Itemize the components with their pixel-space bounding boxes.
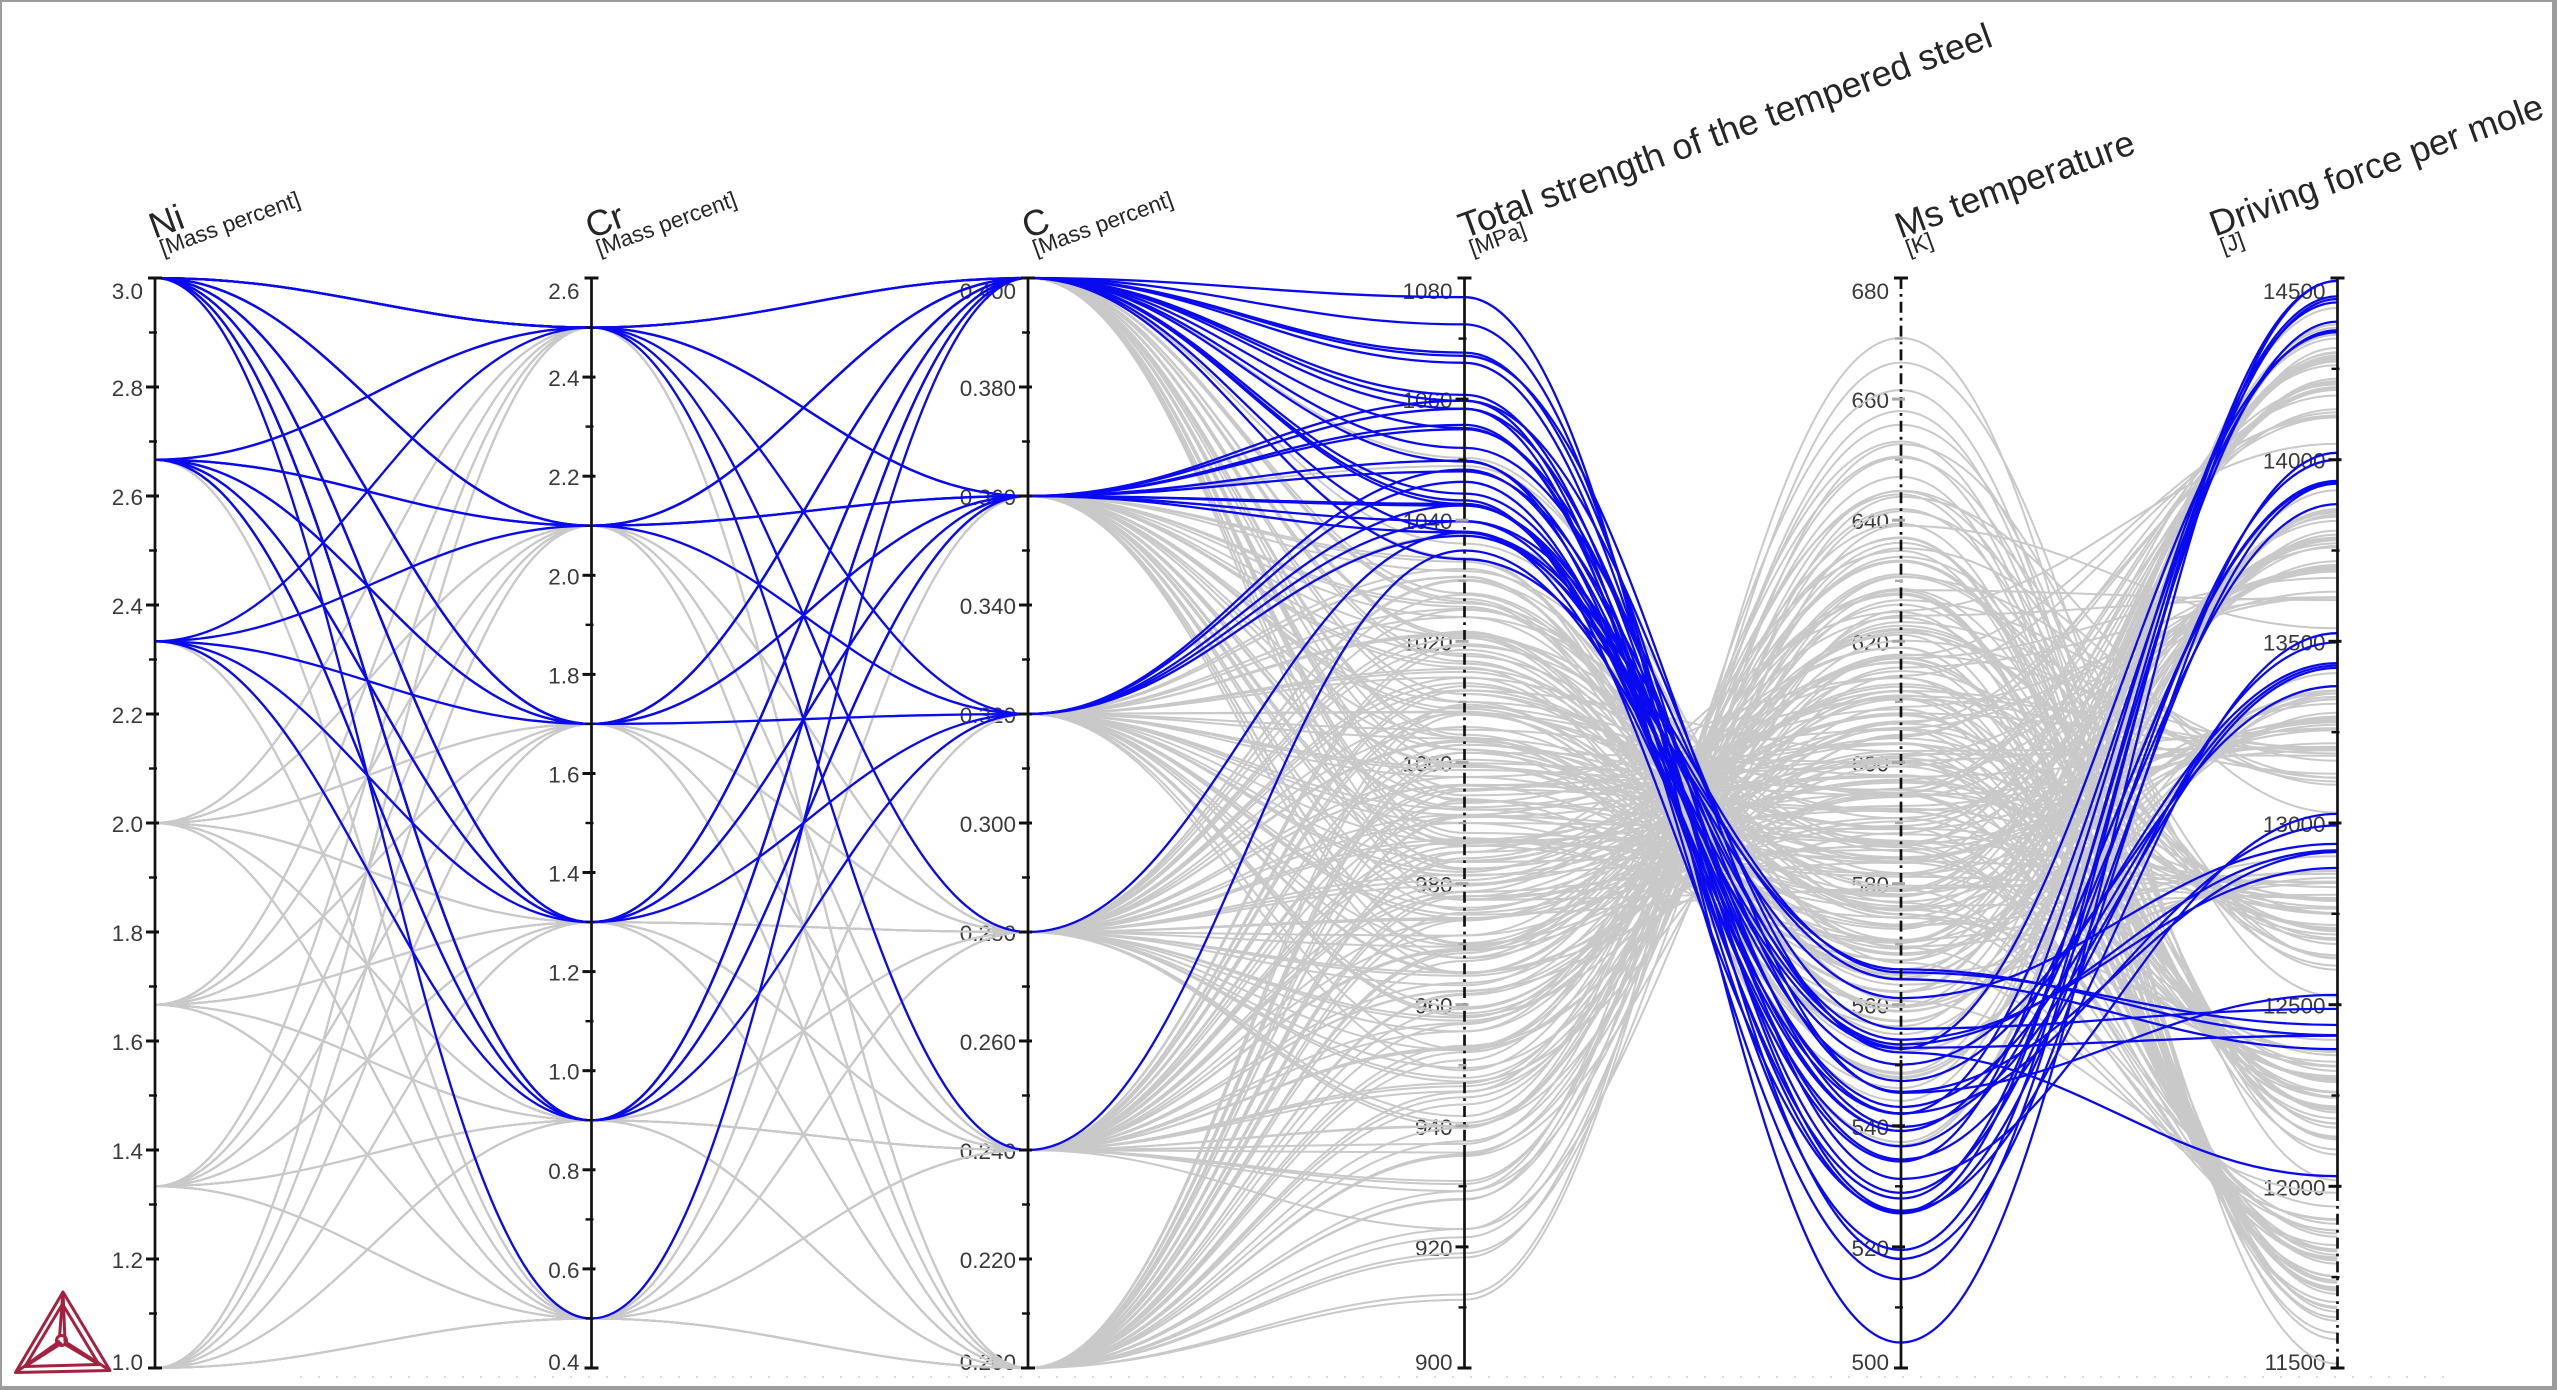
svg-text:1.2: 1.2 (112, 1248, 143, 1273)
svg-text:680: 680 (1851, 279, 1889, 304)
svg-text:0.6: 0.6 (548, 1258, 579, 1283)
svg-text:1.4: 1.4 (548, 862, 579, 887)
svg-text:1.6: 1.6 (548, 763, 579, 788)
svg-text:2.8: 2.8 (112, 376, 143, 401)
svg-text:0.300: 0.300 (960, 812, 1016, 837)
svg-text:0.4: 0.4 (548, 1350, 579, 1375)
svg-text:1.4: 1.4 (112, 1139, 143, 1164)
svg-text:2.2: 2.2 (112, 703, 143, 728)
svg-text:2.6: 2.6 (112, 485, 143, 510)
svg-text:2.6: 2.6 (548, 279, 579, 304)
svg-text:0.220: 0.220 (960, 1248, 1016, 1273)
svg-text:3.0: 3.0 (112, 279, 143, 304)
svg-text:1.2: 1.2 (548, 961, 579, 986)
svg-text:14500: 14500 (2263, 279, 2326, 304)
svg-text:0.8: 0.8 (548, 1159, 579, 1184)
svg-text:2.4: 2.4 (548, 366, 579, 391)
svg-text:0.380: 0.380 (960, 376, 1016, 401)
svg-text:1.0: 1.0 (548, 1060, 579, 1085)
svg-text:1.6: 1.6 (112, 1030, 143, 1055)
svg-text:0.260: 0.260 (960, 1030, 1016, 1055)
svg-text:2.2: 2.2 (548, 465, 579, 490)
svg-text:2.0: 2.0 (548, 564, 579, 589)
svg-text:900: 900 (1415, 1350, 1453, 1375)
svg-text:1.0: 1.0 (112, 1350, 143, 1375)
svg-text:13500: 13500 (2263, 630, 2326, 655)
svg-text:2.4: 2.4 (112, 594, 143, 619)
svg-text:1080: 1080 (1402, 279, 1452, 304)
svg-text:1.8: 1.8 (112, 921, 143, 946)
svg-text:2.0: 2.0 (112, 812, 143, 837)
svg-text:11500: 11500 (2265, 1350, 2326, 1375)
svg-text:0.340: 0.340 (960, 594, 1016, 619)
svg-text:1.8: 1.8 (548, 663, 579, 688)
svg-text:500: 500 (1851, 1350, 1889, 1375)
